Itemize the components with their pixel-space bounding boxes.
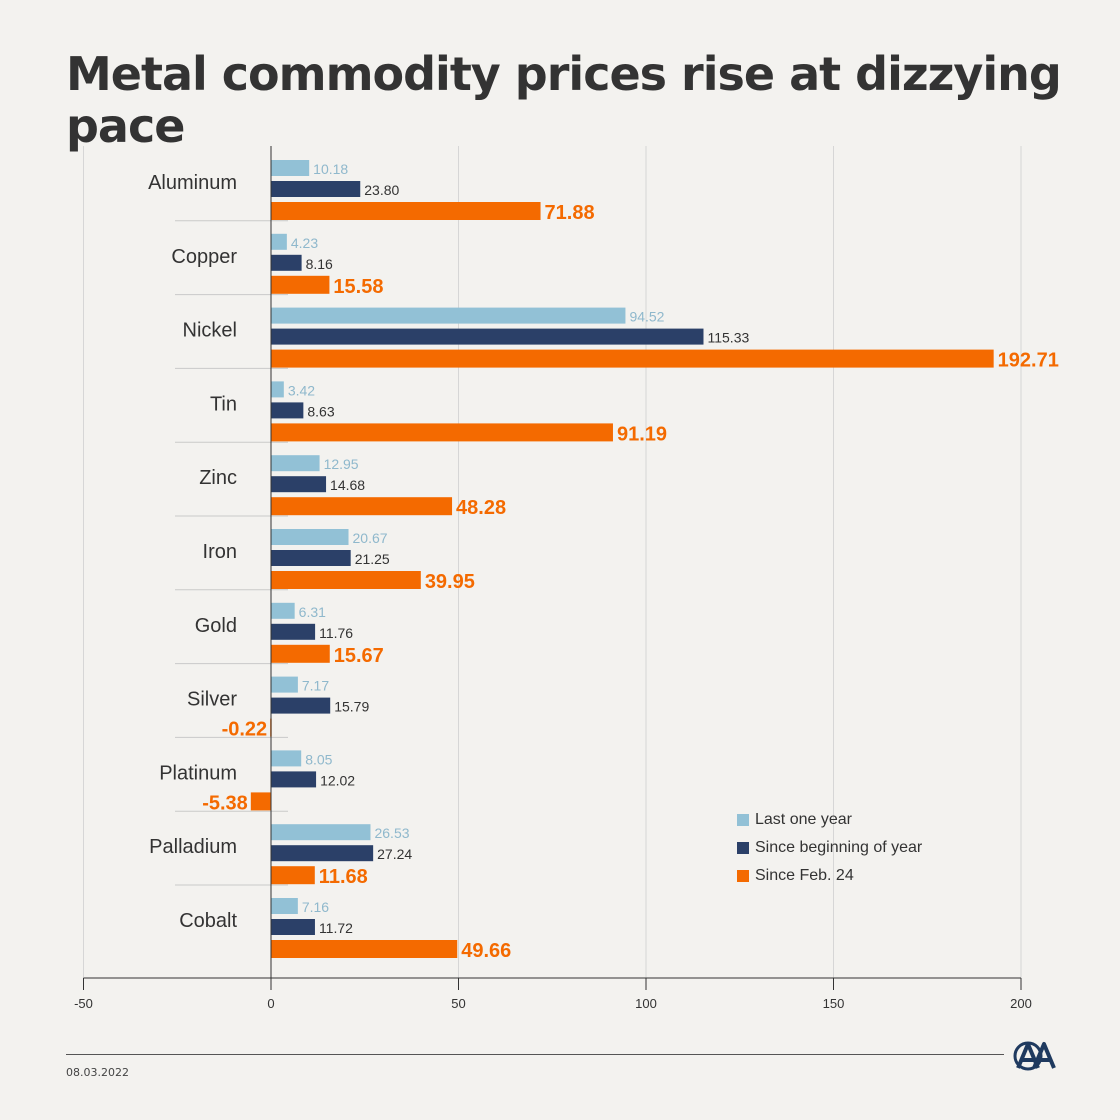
legend-swatch <box>737 842 749 854</box>
data-label: 11.72 <box>319 920 353 936</box>
legend-label: Last one year <box>755 811 852 828</box>
data-label: 12.02 <box>320 772 355 788</box>
x-tick-label: 0 <box>267 996 274 1011</box>
category-label: Platinum <box>159 762 237 784</box>
bar-last-one-year <box>271 676 298 693</box>
bar-since-beginning-of-year <box>271 919 315 935</box>
data-label: 10.18 <box>313 161 348 177</box>
bar-since-beginning-of-year <box>271 697 331 714</box>
data-label: 15.58 <box>333 276 383 298</box>
bar-last-one-year <box>271 602 295 619</box>
data-label: 4.23 <box>291 235 318 251</box>
bar-since-feb-24 <box>271 349 994 368</box>
bar-since-feb-24 <box>271 866 315 885</box>
x-tick-label: 200 <box>1010 996 1032 1011</box>
data-label: 3.42 <box>288 382 315 398</box>
bar-last-one-year <box>271 898 298 914</box>
data-label: 39.95 <box>425 571 475 593</box>
category-label: Gold <box>195 615 237 637</box>
data-label: 71.88 <box>545 202 595 224</box>
category-label: Aluminum <box>148 172 237 194</box>
anadolu-agency-logo-icon <box>1013 1041 1056 1071</box>
bar-since-feb-24 <box>271 497 453 516</box>
data-label: 26.53 <box>374 825 409 841</box>
data-label: 8.16 <box>306 256 333 272</box>
bar-since-feb-24 <box>271 275 330 294</box>
data-label: 6.31 <box>299 604 326 620</box>
data-label: 12.95 <box>324 456 359 472</box>
data-label: 15.79 <box>334 699 369 715</box>
data-label: 21.25 <box>355 551 390 567</box>
category-label: Cobalt <box>179 910 237 932</box>
category-label: Iron <box>203 541 237 563</box>
bar-since-beginning-of-year <box>271 254 302 271</box>
bar-since-beginning-of-year <box>271 771 317 788</box>
bar-last-one-year <box>271 307 626 324</box>
data-label: 94.52 <box>629 309 664 325</box>
bar-last-one-year <box>271 824 371 841</box>
data-label: -5.38 <box>202 792 248 814</box>
data-label: 14.68 <box>330 477 365 493</box>
bar-since-beginning-of-year <box>271 476 327 493</box>
data-label: 91.19 <box>617 423 667 445</box>
bar-last-one-year <box>271 160 310 176</box>
bar-since-beginning-of-year <box>271 402 304 419</box>
x-tick-label: 150 <box>823 996 845 1011</box>
data-label: 7.17 <box>302 678 329 694</box>
legend-item-last-one-year: Last one year <box>737 806 922 834</box>
legend-label: Since Feb. 24 <box>755 867 854 884</box>
x-tick-label: -50 <box>74 996 93 1011</box>
bar-since-beginning-of-year <box>271 845 374 862</box>
bar-since-feb-24 <box>271 202 541 220</box>
data-label: 11.68 <box>319 866 368 888</box>
bar-since-feb-24 <box>271 423 613 442</box>
bar-last-one-year <box>271 455 320 472</box>
data-label: -0.22 <box>222 719 268 741</box>
data-label: 23.80 <box>364 182 399 198</box>
legend-item-since-feb: Since Feb. 24 <box>737 862 922 890</box>
chart-title: Metal commodity prices rise at dizzying … <box>66 47 1062 153</box>
legend-label: Since beginning of year <box>755 839 923 856</box>
bar-since-beginning-of-year <box>271 328 704 345</box>
data-label: 8.05 <box>305 751 332 767</box>
bar-since-feb-24 <box>271 940 458 958</box>
chart-legend: Last one year Since beginning of year Si… <box>737 806 922 890</box>
legend-swatch <box>737 814 749 826</box>
bar-last-one-year <box>271 233 287 250</box>
bar-since-beginning-of-year <box>271 181 361 197</box>
category-label: Zinc <box>199 467 237 489</box>
footer-divider <box>66 1054 1004 1055</box>
data-label: 49.66 <box>461 940 511 962</box>
legend-swatch <box>737 870 749 882</box>
category-label: Tin <box>210 393 237 415</box>
data-label: 8.63 <box>307 403 334 419</box>
data-label: 7.16 <box>302 899 329 915</box>
data-label: 192.71 <box>998 350 1059 372</box>
legend-item-since-beginning: Since beginning of year <box>737 834 922 862</box>
data-label: 15.67 <box>334 645 384 667</box>
bar-since-feb-24 <box>271 571 421 589</box>
bar-last-one-year <box>271 529 349 545</box>
data-label: 20.67 <box>353 530 388 546</box>
x-tick-label: 100 <box>635 996 657 1011</box>
publish-date: 08.03.2022 <box>66 1066 129 1079</box>
data-label: 11.76 <box>319 625 353 641</box>
x-tick-label: 50 <box>451 996 465 1011</box>
data-label: 27.24 <box>377 846 412 862</box>
category-label: Silver <box>187 689 237 711</box>
bar-since-feb-24 <box>271 644 330 663</box>
category-label: Nickel <box>183 320 237 342</box>
data-label: 48.28 <box>456 497 506 519</box>
data-label: 115.33 <box>707 330 749 346</box>
bar-since-beginning-of-year <box>271 623 316 640</box>
category-label: Copper <box>171 246 237 268</box>
bar-last-one-year <box>271 750 302 767</box>
category-label: Palladium <box>149 836 237 858</box>
bar-last-one-year <box>271 381 284 398</box>
bar-since-beginning-of-year <box>271 550 351 566</box>
bar-since-feb-24 <box>250 792 271 811</box>
